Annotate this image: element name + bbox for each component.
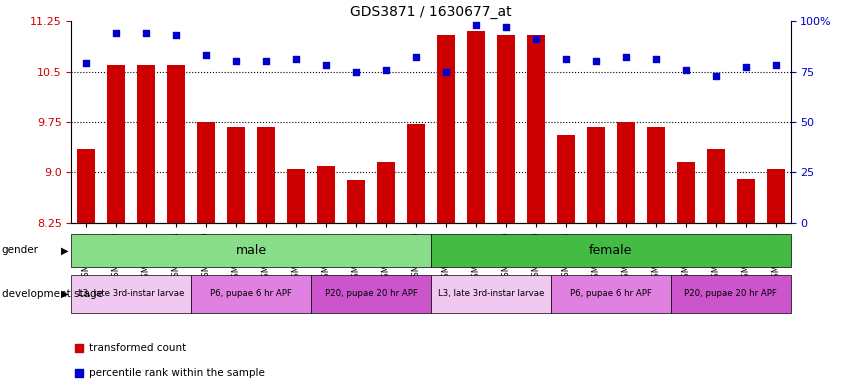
Point — [260, 58, 273, 65]
Point — [589, 58, 602, 65]
Text: P6, pupae 6 hr APF: P6, pupae 6 hr APF — [210, 289, 292, 298]
Text: P20, pupae 20 hr APF: P20, pupae 20 hr APF — [325, 289, 417, 298]
Point — [109, 30, 123, 36]
Bar — [71, 275, 191, 313]
Point — [410, 55, 423, 61]
Text: L3, late 3rd-instar larvae: L3, late 3rd-instar larvae — [438, 289, 544, 298]
Point — [739, 65, 753, 71]
Bar — [526, 35, 545, 223]
Text: P20, pupae 20 hr APF: P20, pupae 20 hr APF — [685, 289, 777, 298]
Bar — [467, 31, 485, 223]
Bar — [677, 162, 695, 223]
Point — [619, 55, 632, 61]
Point — [649, 56, 663, 63]
Point — [230, 58, 243, 65]
Bar — [431, 275, 551, 313]
Bar — [287, 169, 305, 223]
Bar — [257, 127, 275, 223]
Bar — [587, 127, 605, 223]
Bar — [437, 35, 455, 223]
Point — [469, 22, 483, 28]
Point — [769, 63, 782, 69]
Bar — [167, 65, 185, 223]
Bar — [557, 136, 574, 223]
Point — [679, 66, 692, 73]
Bar — [108, 65, 125, 223]
Point — [320, 63, 333, 69]
Bar — [137, 65, 156, 223]
Text: ▶: ▶ — [61, 289, 68, 299]
Text: P6, pupae 6 hr APF: P6, pupae 6 hr APF — [570, 289, 652, 298]
Bar — [317, 166, 335, 223]
Bar — [71, 234, 431, 267]
Bar — [77, 149, 95, 223]
Bar — [311, 275, 431, 313]
Point — [72, 370, 86, 376]
Bar — [737, 179, 754, 223]
Point — [500, 24, 513, 30]
Bar — [347, 180, 365, 223]
Point — [709, 73, 722, 79]
Text: gender: gender — [2, 245, 39, 255]
Bar — [431, 234, 791, 267]
Point — [349, 68, 362, 74]
Bar — [616, 122, 635, 223]
Text: female: female — [589, 244, 632, 257]
Bar — [407, 124, 425, 223]
Bar — [497, 35, 515, 223]
Text: percentile rank within the sample: percentile rank within the sample — [89, 368, 266, 378]
Bar — [377, 162, 395, 223]
Point — [140, 30, 153, 36]
Text: development stage: development stage — [2, 289, 103, 299]
Point — [170, 32, 183, 38]
Point — [289, 56, 303, 63]
Point — [72, 345, 86, 351]
Bar — [647, 127, 664, 223]
Bar — [227, 127, 246, 223]
Point — [199, 52, 213, 58]
Point — [439, 68, 452, 74]
Text: L3, late 3rd-instar larvae: L3, late 3rd-instar larvae — [78, 289, 184, 298]
Bar — [551, 275, 670, 313]
Bar — [706, 149, 725, 223]
Title: GDS3871 / 1630677_at: GDS3871 / 1630677_at — [350, 5, 512, 19]
Text: male: male — [235, 244, 267, 257]
Text: ▶: ▶ — [61, 245, 68, 255]
Text: transformed count: transformed count — [89, 343, 187, 353]
Point — [529, 36, 542, 42]
Bar — [198, 122, 215, 223]
Point — [379, 66, 393, 73]
Point — [80, 60, 93, 66]
Bar — [670, 275, 791, 313]
Point — [559, 56, 573, 63]
Bar — [191, 275, 311, 313]
Bar — [766, 169, 785, 223]
